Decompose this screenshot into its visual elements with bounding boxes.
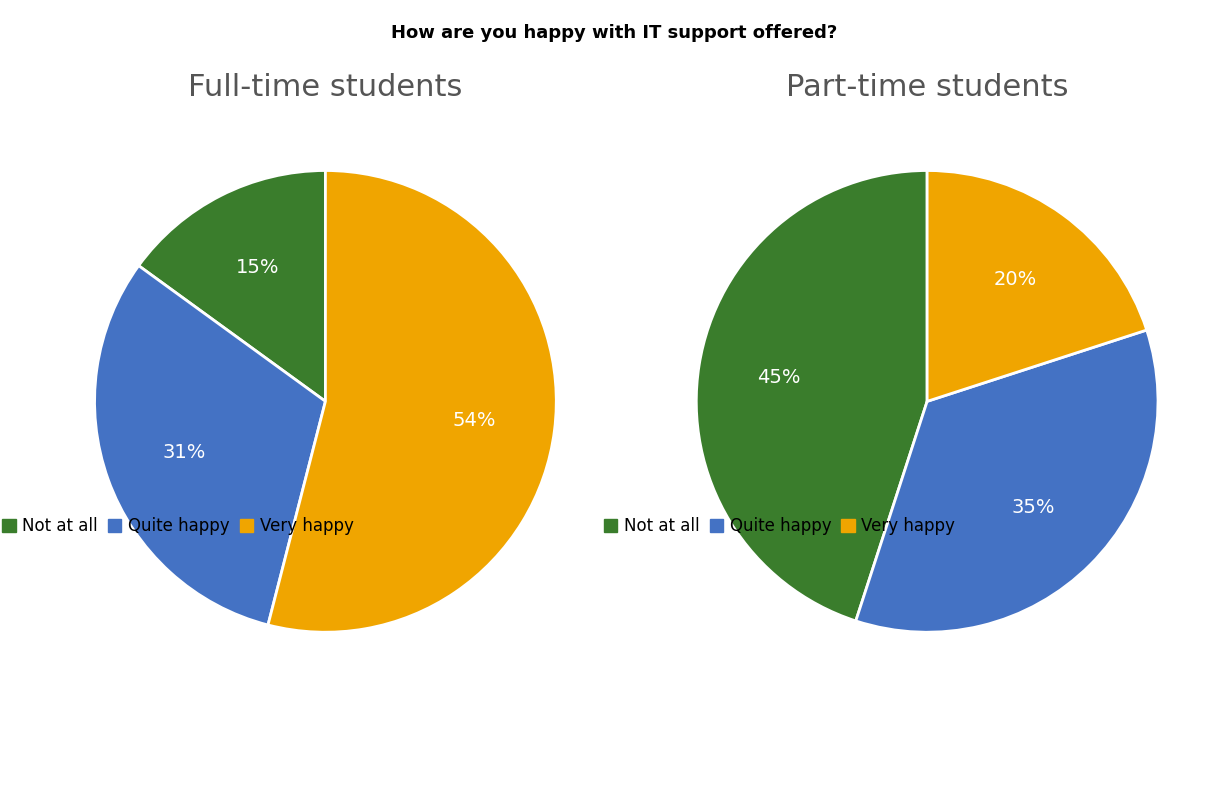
Text: 45%: 45% (758, 368, 801, 387)
Wedge shape (139, 171, 325, 401)
Wedge shape (268, 171, 556, 632)
Wedge shape (927, 171, 1147, 401)
Title: Full-time students: Full-time students (188, 73, 463, 102)
Text: How are you happy with IT support offered?: How are you happy with IT support offere… (391, 24, 837, 42)
Legend: Not at all, Quite happy, Very happy: Not at all, Quite happy, Very happy (0, 514, 357, 538)
Text: 31%: 31% (162, 443, 206, 462)
Text: 15%: 15% (236, 258, 279, 277)
Text: 54%: 54% (453, 411, 496, 430)
Legend: Not at all, Quite happy, Very happy: Not at all, Quite happy, Very happy (600, 514, 959, 538)
Wedge shape (696, 171, 927, 621)
Title: Part-time students: Part-time students (786, 73, 1068, 102)
Text: 35%: 35% (1012, 498, 1055, 517)
Wedge shape (856, 330, 1158, 632)
Text: 20%: 20% (993, 271, 1036, 290)
Wedge shape (95, 266, 325, 625)
